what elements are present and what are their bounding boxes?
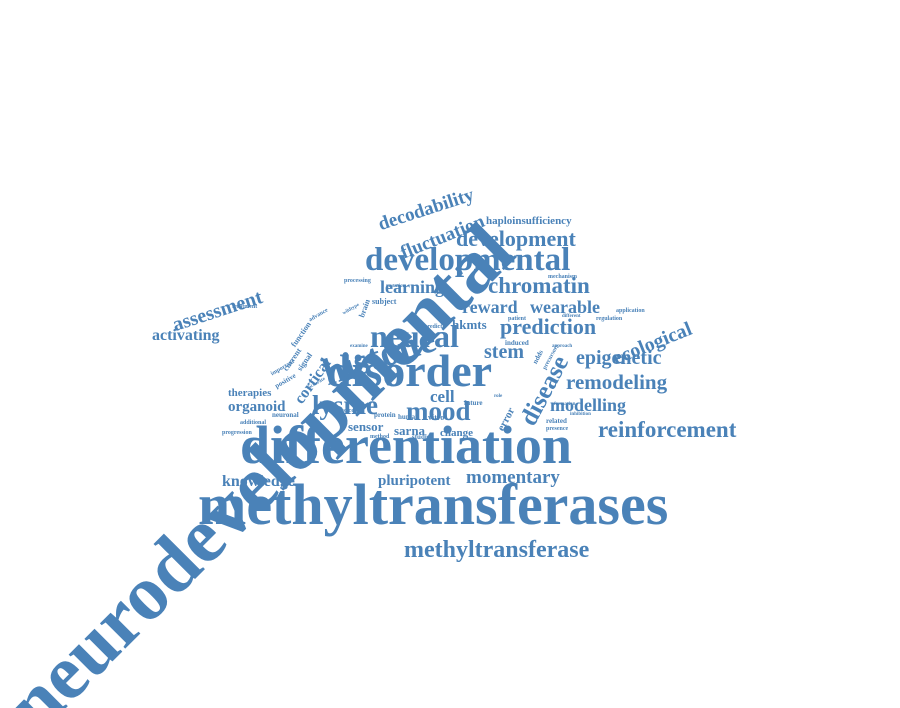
cloud-word: lysine [312,390,379,420]
cloud-word: hkmts [452,317,487,332]
cloud-word: methyltransferase [404,537,590,563]
cloud-word: examine [350,344,368,349]
cloud-word: pluripotent [378,473,451,489]
cloud-word: disorder [326,345,493,396]
cloud-word: mood [406,396,471,426]
cloud-word: vitro [428,413,445,422]
cloud-word: haploinsufficiency [486,215,572,227]
cloud-word: sensor [348,419,384,434]
cloud-word: sarna [394,423,426,438]
cloud-word: learning [380,277,445,297]
cloud-word: function [289,320,313,349]
cloud-word: wearable [530,297,600,317]
cloud-word: inhibition [570,412,591,417]
cloud-word: prediction [500,314,597,339]
cloud-word: stem [484,341,524,363]
cloud-word: choice [338,408,354,414]
cloud-word: induced [505,339,529,347]
cloud-word: neuronal [272,411,299,419]
cloud-word: presence [546,426,569,432]
cloud-word: future [464,399,483,407]
cloud-word: studies [412,433,433,441]
cloud-word: chromatin [488,273,590,298]
cloud-word: advance [308,307,330,324]
cloud-word: therapies [228,387,272,399]
cloud-word: reward [462,297,518,317]
cloud-word: mutation [386,284,406,289]
cloud-word: modelling [550,395,627,415]
cloud-word: related [546,417,567,425]
cloud-word: application [616,308,645,314]
cloud-word: differentiation [240,415,572,475]
cloud-word: predict [424,324,443,330]
cloud-word: role [494,394,503,399]
cloud-word: reinforcement [598,417,737,442]
cloud-word: activating [152,327,220,344]
cloud-word: remodeling [566,370,668,394]
cloud-word: processing [344,278,371,284]
cloud-word: additional [240,420,267,426]
cloud-word: subject [372,297,397,306]
cloud-word: human [398,413,420,421]
cloud-word: mechanism [548,274,577,280]
cloud-word: progression [222,430,252,436]
cloud-word: epigenetic [576,347,662,369]
cloud-word: knowledge [222,473,295,490]
cloud-word: treatment [232,304,258,310]
cloud-word: formation [554,402,576,407]
cloud-word: development [456,226,576,251]
cloud-word: regulation [596,316,623,322]
cloud-word: protein [374,411,396,419]
cloud-word: organoid [228,399,286,415]
cloud-word: change [440,427,473,439]
cloud-word: patient [508,316,526,322]
cloud-word: developmental [365,242,571,278]
cloud-word: approach [552,344,573,349]
cloud-word: methyltransferases [198,472,669,537]
cloud-word: momentary [466,467,560,488]
cloud-word: neural [370,318,459,354]
cloud-word: cell [430,387,455,406]
cloud-word: different [562,314,581,319]
cloud-word: method [370,434,390,440]
